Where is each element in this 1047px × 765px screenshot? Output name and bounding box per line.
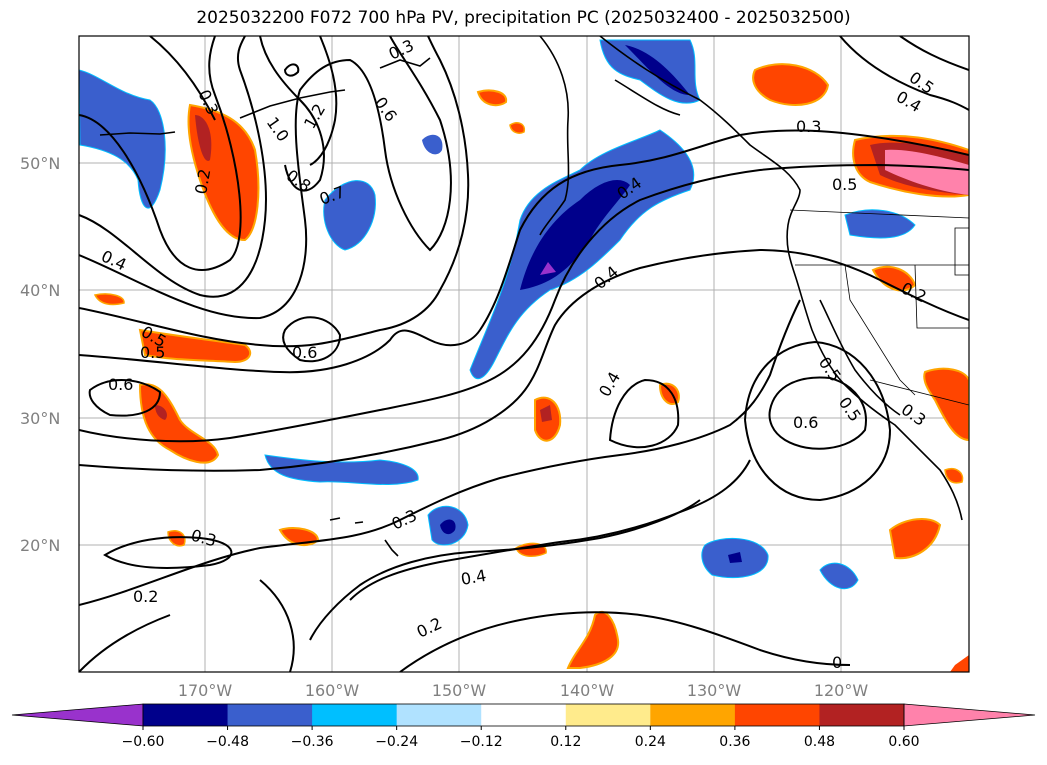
map-area: 0.3 0.2 1.0 1.2 0.6 0.8 0.7 0.4 0.5 0.5 … xyxy=(79,36,969,672)
lon-tick-label: 170°W xyxy=(178,681,233,700)
map-title: 2025032200 F072 700 hPa PV, precipitatio… xyxy=(196,8,851,28)
contour-label: 0.6 xyxy=(793,413,818,432)
colorbar-tick-label: 0.48 xyxy=(804,734,835,750)
colorbar-tick-label: −0.60 xyxy=(122,734,165,750)
colorbar-tick-label: 0.24 xyxy=(635,734,666,750)
colorbar-segment xyxy=(143,704,229,726)
contour-label: 0.2 xyxy=(133,587,158,606)
contour-label: 0 xyxy=(832,653,842,672)
colorbar-tick-label: −0.24 xyxy=(375,734,418,750)
contour-label: 0.6 xyxy=(108,375,133,394)
colorbar-tick-label: −0.48 xyxy=(206,734,249,750)
lat-tick-label: 20°N xyxy=(20,536,60,555)
contour-label: 0.5 xyxy=(140,343,165,362)
lat-tick-label: 50°N xyxy=(20,154,60,173)
positive-precip-areas xyxy=(93,63,969,672)
contour-label: 0.3 xyxy=(796,117,821,136)
map-frame xyxy=(78,35,970,673)
pv-contours xyxy=(79,36,969,672)
colorbar-segment xyxy=(312,704,398,726)
colorbar-segment xyxy=(481,704,567,726)
contour-label: 0.4 xyxy=(459,566,487,589)
colorbar-tick-label: −0.12 xyxy=(460,734,503,750)
colorbar-tick-label: 0.12 xyxy=(550,734,581,750)
contour-label: 0.5 xyxy=(832,175,857,194)
colorbar-extend-low xyxy=(11,703,144,727)
contour-label: 0.2 xyxy=(191,167,214,195)
colorbar-extend-high xyxy=(903,703,1036,727)
lon-tick-label: 140°W xyxy=(560,681,615,700)
colorbar-segment xyxy=(650,704,736,726)
lat-axis: 50°N 40°N 30°N 20°N xyxy=(20,154,60,555)
colorbar-segment xyxy=(565,704,651,726)
lon-tick-label: 150°W xyxy=(432,681,487,700)
contour-label: 0.6 xyxy=(292,343,317,362)
colorbar-segment xyxy=(227,704,313,726)
colorbar-outline xyxy=(142,703,905,727)
lon-tick-label: 160°W xyxy=(305,681,360,700)
lon-tick-label: 120°W xyxy=(814,681,869,700)
lat-tick-label: 40°N xyxy=(20,281,60,300)
lat-tick-label: 30°N xyxy=(20,409,60,428)
lon-tick-label: 130°W xyxy=(687,681,742,700)
colorbar-tick-label: 0.60 xyxy=(888,734,919,750)
colorbar-segment xyxy=(734,704,820,726)
colorbar-tick-label: 0.36 xyxy=(719,734,750,750)
colorbar-segment xyxy=(819,704,905,726)
lon-axis: 170°W 160°W 150°W 140°W 130°W 120°W xyxy=(178,681,869,700)
coastlines xyxy=(99,36,969,557)
colorbar-tick-label: −0.36 xyxy=(291,734,334,750)
colorbar: −0.60 −0.48 −0.36 −0.24 −0.12 0.12 0.24 0.36 0.4… xyxy=(11,703,1036,750)
colorbar-segment xyxy=(396,704,482,726)
